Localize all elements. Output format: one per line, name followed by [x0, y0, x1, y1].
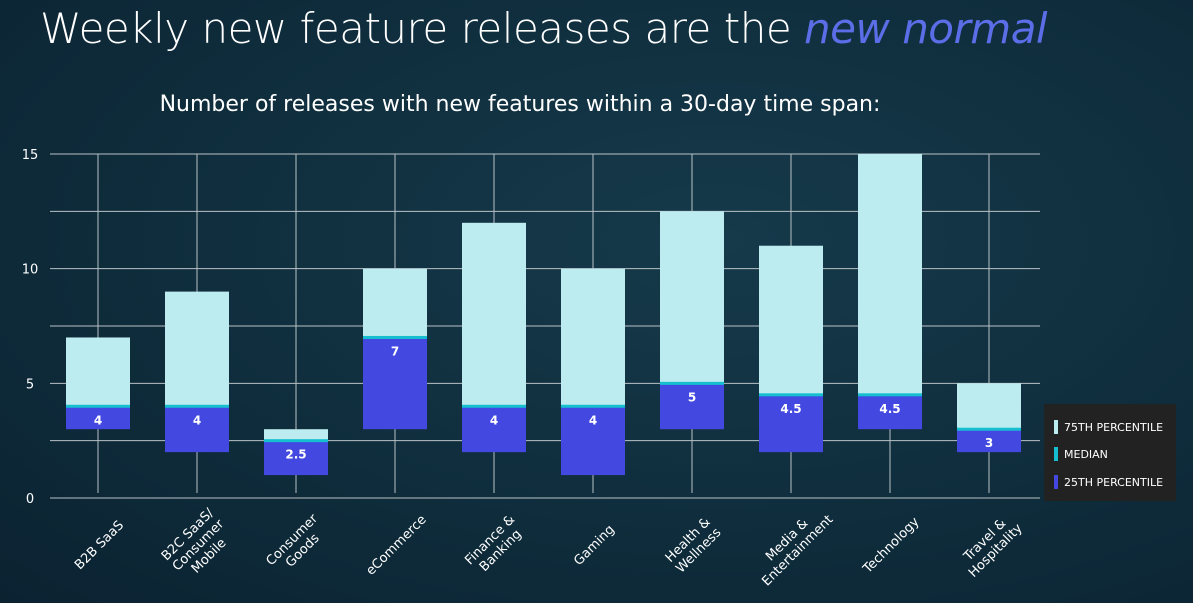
median-line [957, 427, 1021, 431]
x-tick-label: eCommerce [363, 512, 429, 578]
bar-25th-percentile [858, 394, 922, 430]
data-label: 5 [688, 390, 696, 404]
bar-25th-percentile [759, 394, 823, 453]
bar-75th-percentile [858, 154, 922, 395]
x-tick-label: B2B SaaS [72, 518, 127, 573]
bar-75th-percentile [462, 222, 526, 407]
y-tick-label: 15 [22, 148, 39, 163]
data-label: 4 [490, 413, 498, 427]
y-tick-label: 0 [26, 492, 34, 507]
bar-75th-percentile [957, 383, 1021, 430]
x-tick-label: Finance &Banking [462, 512, 528, 578]
x-tick-label: ConsumerGoods [263, 511, 332, 580]
data-label: 4 [193, 413, 201, 427]
x-tick-label: Media &Entertainment [749, 502, 837, 590]
x-tick-label: Gaming [571, 522, 618, 569]
slide-title: Weekly new feature releases are the new … [40, 4, 1048, 53]
x-tick-label-line: Gaming [571, 522, 618, 569]
x-tick-label: Travel &Hospitality [955, 510, 1026, 581]
bar-25th-percentile [462, 406, 526, 453]
data-label: 4 [94, 413, 102, 427]
bar-75th-percentile [264, 429, 328, 441]
x-tick-label-line: Technology [860, 514, 923, 577]
bar-75th-percentile [759, 245, 823, 395]
median-line [858, 393, 922, 397]
bar-25th-percentile [264, 440, 328, 476]
bar-75th-percentile [165, 291, 229, 407]
x-tick-label: Technology [860, 514, 923, 577]
bar-75th-percentile [363, 268, 427, 338]
legend-swatch [1054, 447, 1058, 461]
bar-75th-percentile [561, 268, 625, 407]
bar-25th-percentile [957, 429, 1021, 453]
legend-item-75th: 75TH PERCENTILE [1054, 420, 1163, 434]
bar-75th-percentile [66, 337, 130, 407]
legend-swatch [1054, 475, 1058, 489]
median-line [363, 335, 427, 339]
median-line [66, 404, 130, 408]
data-label: 3 [985, 436, 993, 450]
data-label: 2.5 [285, 448, 306, 462]
bar-25th-percentile [363, 337, 427, 430]
median-line [759, 393, 823, 397]
x-tick-label: B2C SaaS/ConsumerMobile [159, 505, 239, 585]
data-label: 4 [589, 413, 597, 427]
bar-25th-percentile [561, 406, 625, 476]
title-emphasis: new normal [804, 4, 1048, 53]
data-label: 7 [391, 344, 399, 358]
bar-25th-percentile [165, 406, 229, 453]
y-tick-label: 5 [26, 377, 34, 392]
x-tick-label-line: eCommerce [363, 512, 429, 578]
median-line [264, 439, 328, 443]
legend-item-median: MEDIAN [1054, 447, 1108, 461]
bar-25th-percentile [660, 383, 724, 430]
x-tick-label: Health &Wellness [663, 515, 725, 577]
data-label: 4.5 [879, 402, 900, 416]
median-line [165, 404, 229, 408]
median-line [660, 381, 724, 385]
bar-75th-percentile [660, 211, 724, 384]
legend-swatch [1054, 420, 1058, 434]
median-line [462, 404, 526, 408]
legend-item-25th: 25TH PERCENTILE [1054, 475, 1163, 489]
x-tick-label-line: B2B SaaS [72, 518, 127, 573]
median-line [561, 404, 625, 408]
data-label: 4.5 [780, 402, 801, 416]
chart-title: Number of releases with new features wit… [159, 92, 881, 117]
y-tick-label: 10 [22, 263, 39, 278]
bar-25th-percentile [66, 406, 130, 430]
legend: 75TH PERCENTILE MEDIAN 25TH PERCENTILE [1044, 404, 1176, 501]
